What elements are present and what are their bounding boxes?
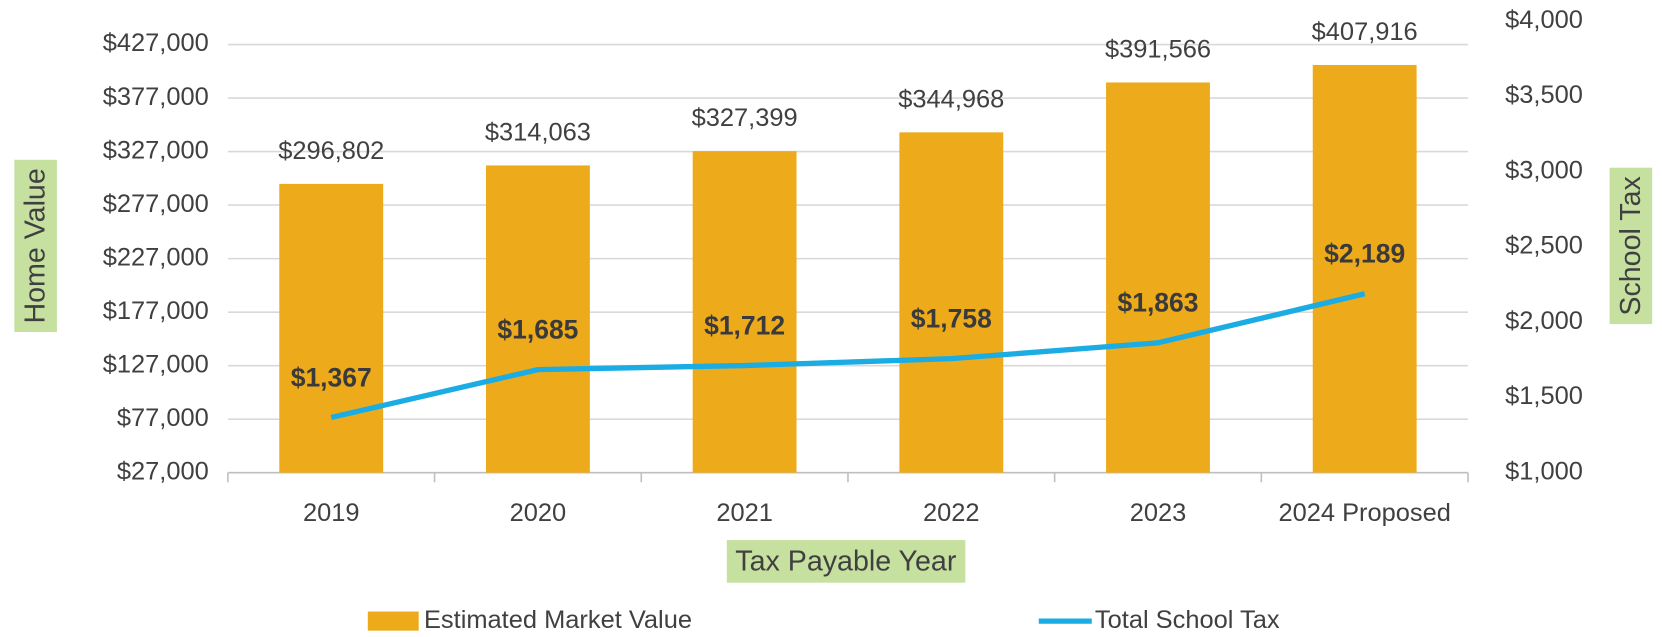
x-tick-label: 2022 [923, 499, 980, 527]
bar [279, 183, 384, 473]
label-backgrounds [14, 159, 1653, 583]
y2-axis-title-bg [1609, 167, 1653, 325]
x-tick-label: 2019 [303, 499, 360, 527]
y-tick-label: $427,000 [103, 29, 209, 57]
bar-value-label: $327,399 [692, 104, 798, 132]
legend-swatch [367, 611, 419, 631]
legend-label: Estimated Market Value [424, 606, 692, 634]
x-axis-title-bg [726, 540, 966, 583]
y2-tick-label: $1,000 [1505, 457, 1583, 485]
line [330, 291, 1366, 421]
bar [485, 165, 590, 473]
x-tick-label: 2020 [510, 499, 567, 527]
line-value-label: $1,367 [291, 362, 372, 392]
y-axis-title-bg [14, 159, 57, 333]
line-value-label: $1,863 [1117, 288, 1198, 318]
y-tick-label: $177,000 [103, 297, 209, 325]
y2-tick-label: $4,000 [1505, 6, 1583, 34]
bar-value-label: $391,566 [1105, 35, 1211, 63]
y2-tick-label: $1,500 [1505, 382, 1583, 410]
bar-value-label: $344,968 [898, 85, 1004, 113]
x-axis-title: Tax Payable Year [735, 545, 957, 577]
legend-label: Total School Tax [1095, 606, 1280, 634]
bar [1312, 64, 1417, 473]
y-axis-title: Home Value [20, 168, 52, 323]
y2-tick-label: $3,500 [1505, 81, 1583, 109]
y2-axis-title: School Tax [1615, 176, 1647, 315]
bar-value-label: $407,916 [1312, 18, 1418, 46]
line-value-label: $1,712 [704, 310, 785, 340]
y-tick-label: $227,000 [103, 243, 209, 271]
y-tick-label: $27,000 [117, 457, 209, 485]
x-tick-label: 2023 [1130, 499, 1187, 527]
line-value-label: $1,758 [911, 303, 992, 333]
line-value-label: $1,685 [497, 314, 578, 344]
line-value-label: $2,189 [1324, 239, 1405, 269]
x-tick-label: 2024 Proposed [1278, 499, 1450, 527]
y-tick-label: $327,000 [103, 136, 209, 164]
bar [1106, 82, 1210, 473]
y2-tick-label: $3,000 [1505, 156, 1583, 184]
y-tick-label: $77,000 [117, 404, 209, 432]
x-tick-label: 2021 [716, 499, 773, 527]
y2-tick-label: $2,500 [1505, 232, 1583, 260]
y-tick-label: $277,000 [103, 190, 209, 218]
y2-tick-label: $2,000 [1505, 307, 1583, 335]
bar [899, 132, 1004, 473]
y-tick-label: $377,000 [103, 83, 209, 111]
bar-value-label: $314,063 [485, 118, 591, 146]
bar [692, 151, 797, 473]
bar-value-label: $296,802 [278, 137, 384, 165]
y-tick-label: $127,000 [103, 350, 209, 378]
